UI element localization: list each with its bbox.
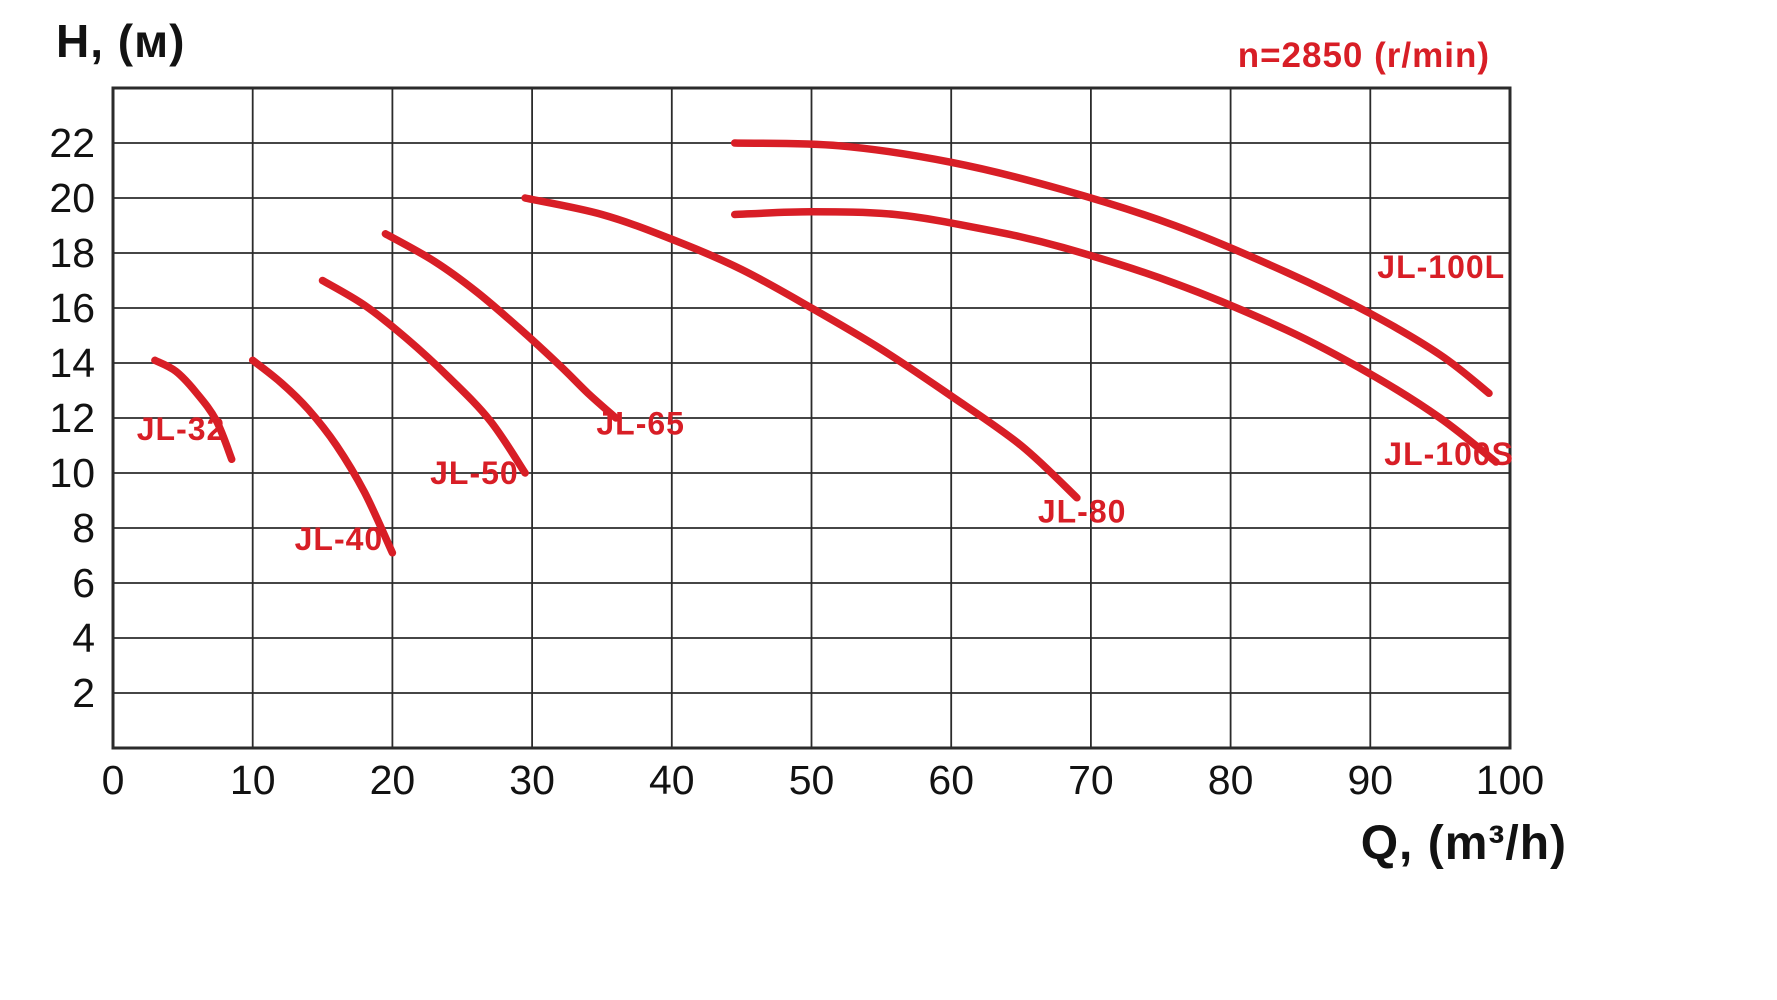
curve-JL-40: [248, 356, 397, 557]
x-tick-label-60: 60: [928, 757, 974, 803]
series-label-JL-100S: JL-100S: [1384, 436, 1514, 472]
series-label-JL-65: JL-65: [596, 406, 685, 442]
x-tick-label-0: 0: [102, 757, 125, 803]
series-label-JL-32: JL-32: [137, 411, 226, 447]
y-tick-label-14: 14: [49, 340, 95, 386]
series-label-JL-50: JL-50: [430, 455, 519, 491]
y-tick-label-12: 12: [49, 395, 95, 441]
x-tick-label-40: 40: [649, 757, 695, 803]
curve-JL-65: [381, 230, 620, 422]
curve-JL-50: [318, 276, 529, 477]
curve-JL-80: [521, 194, 1081, 502]
chart-title: n=2850 (r/min): [1237, 36, 1490, 75]
y-tick-label-2: 2: [72, 670, 95, 716]
series-label-JL-80: JL-80: [1038, 494, 1127, 530]
curve-JL-100S: [730, 208, 1500, 466]
y-axis-title: H, (м): [56, 15, 186, 67]
x-tick-label-100: 100: [1476, 757, 1544, 803]
y-tick-label-22: 22: [49, 120, 95, 166]
plot-border: [111, 86, 1512, 750]
x-tick-label-50: 50: [789, 757, 835, 803]
x-tick-label-80: 80: [1208, 757, 1254, 803]
x-tick-label-70: 70: [1068, 757, 1114, 803]
y-tick-label-10: 10: [49, 450, 95, 496]
y-tick-label-16: 16: [49, 285, 95, 331]
series-label-JL-40: JL-40: [295, 521, 384, 557]
x-tick-label-20: 20: [370, 757, 416, 803]
x-tick-label-30: 30: [509, 757, 555, 803]
y-tick-label-6: 6: [72, 560, 95, 606]
series-label-JL-100L: JL-100L: [1377, 249, 1505, 285]
x-axis-title: Q, (m³/h): [1360, 817, 1567, 870]
y-tick-label-4: 4: [72, 615, 95, 661]
curve-JL-32: [151, 356, 236, 464]
x-tick-label-10: 10: [230, 757, 276, 803]
y-tick-label-8: 8: [72, 505, 95, 551]
y-tick-label-18: 18: [49, 230, 95, 276]
x-tick-label-90: 90: [1347, 757, 1393, 803]
y-tick-label-20: 20: [49, 175, 95, 221]
curve-JL-100L: [730, 139, 1493, 398]
